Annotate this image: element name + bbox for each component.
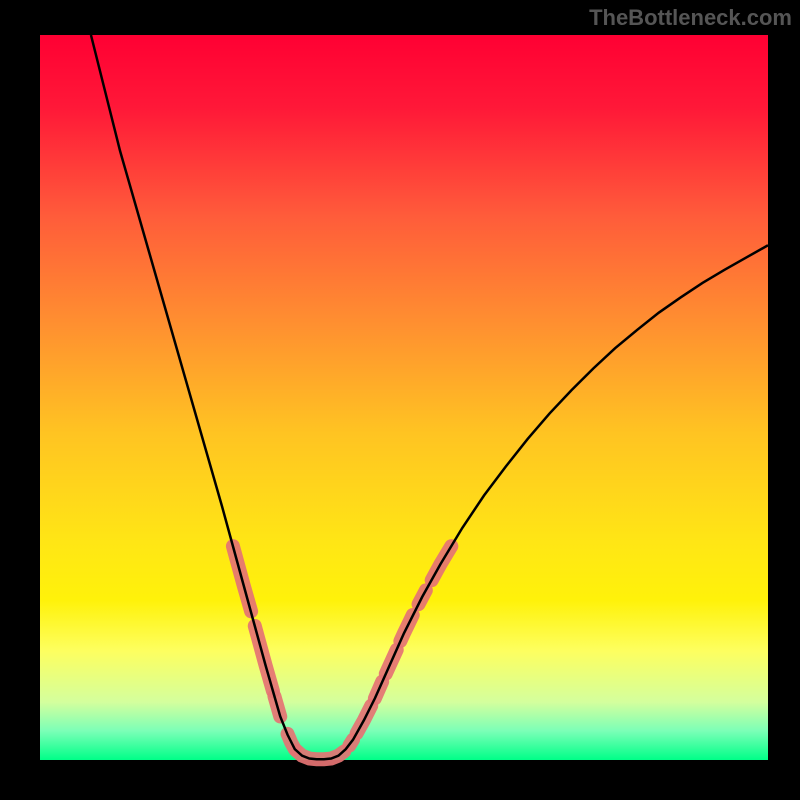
chart-svg [0, 0, 800, 800]
chart-container: TheBottleneck.com [0, 0, 800, 800]
chart-plot-background [40, 35, 768, 760]
